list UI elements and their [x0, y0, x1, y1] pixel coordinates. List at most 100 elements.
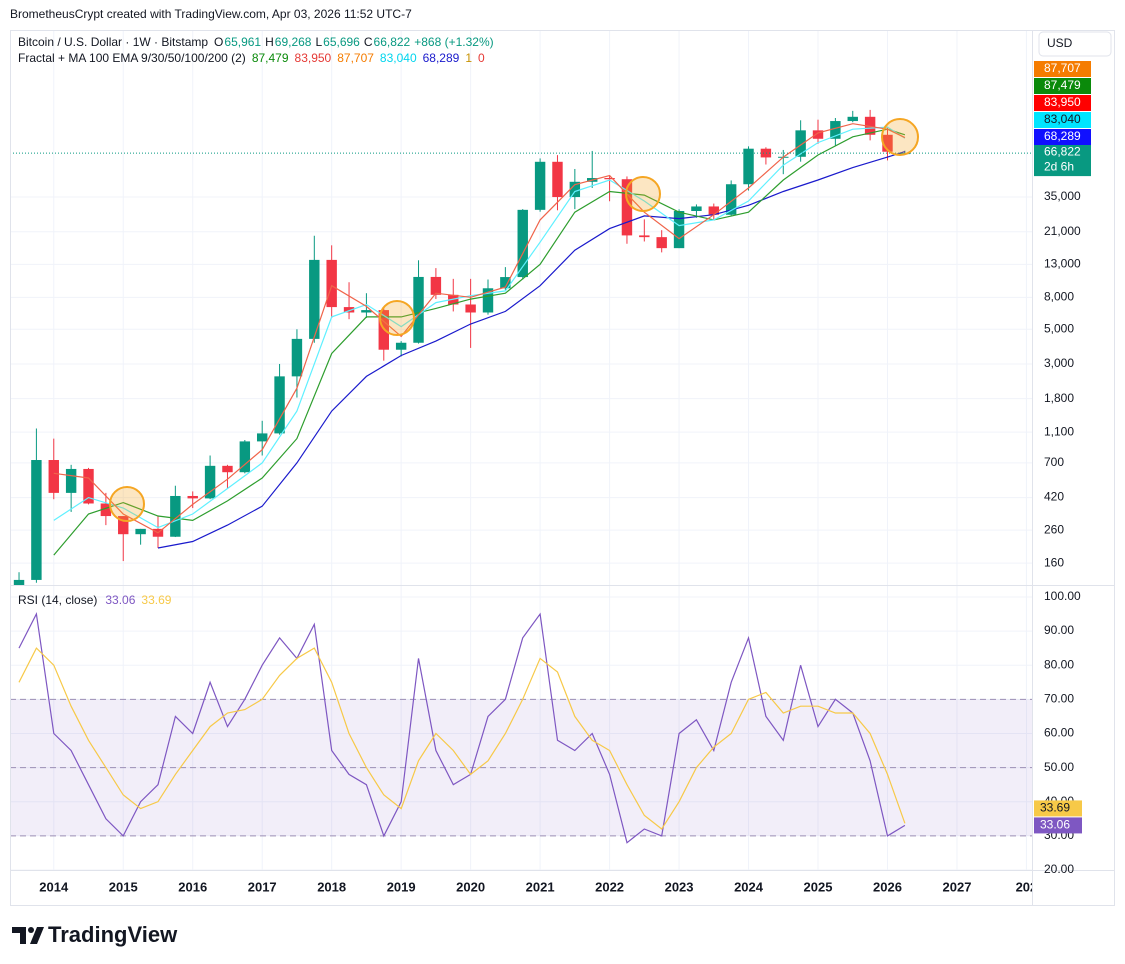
x-tick-label: 2026	[873, 879, 902, 894]
rsi-line	[18, 612, 906, 844]
scale-label-box	[1034, 95, 1091, 111]
candle-body	[430, 276, 442, 295]
currency[interactable]: USD	[1047, 36, 1073, 50]
legend-text: 66,822	[374, 35, 411, 49]
candle-body	[830, 121, 841, 139]
candle-body	[691, 206, 702, 212]
y-tick-label: 21,000	[1044, 224, 1081, 238]
caption: BrometheusCrypt created with TradingView…	[10, 7, 412, 21]
candle-body	[708, 206, 720, 215]
brand-logo	[12, 927, 44, 944]
candle-body	[534, 161, 546, 210]
legend-text: +868 (+1.32%)	[414, 35, 493, 49]
currency-box[interactable]	[1038, 31, 1112, 57]
y-tick-label: 60.00	[1044, 726, 1074, 740]
candle-body	[812, 130, 824, 139]
y-tick-label: 420	[1044, 490, 1064, 504]
scale-label: 68,289	[1044, 129, 1081, 143]
x-tick-label: 2022	[595, 879, 624, 894]
candle-body	[239, 441, 251, 473]
last-price-label: 66,822	[1044, 144, 1081, 158]
scale-label: 33.69	[1040, 801, 1070, 815]
candle-body	[517, 209, 528, 278]
x-tick-label: 2019	[387, 879, 416, 894]
moving-average	[53, 123, 906, 534]
brand-name: TradingView	[48, 922, 178, 947]
countdown-label: 2d 6h	[1044, 159, 1074, 173]
candle-body	[222, 465, 233, 473]
y-tick-label: 13,000	[1044, 257, 1081, 271]
candle-body	[118, 516, 129, 535]
x-tick-label: 2021	[526, 879, 555, 894]
legend-value: 33.06	[105, 593, 135, 607]
legend-text: 65,696	[323, 35, 360, 49]
legend-text: 1	[465, 51, 472, 65]
x-tick-label: 2018	[317, 879, 346, 894]
candle-body	[100, 503, 112, 517]
candle-body	[343, 307, 355, 313]
x-tick-label: 2025	[804, 879, 833, 894]
scale-label: 83,040	[1044, 112, 1081, 126]
moving-average	[53, 126, 906, 529]
candle-body	[48, 460, 59, 493]
legend-text: 69,268	[275, 35, 312, 49]
y-tick-label: 260	[1044, 522, 1064, 536]
frame	[10, 30, 1115, 906]
candle-body	[291, 338, 303, 377]
scale-label-box	[1034, 112, 1091, 128]
candle-body	[135, 528, 146, 535]
candle-body	[569, 181, 581, 198]
y-tick-label: 1,100	[1044, 424, 1074, 438]
highlight-circle	[379, 300, 415, 336]
candle-body	[673, 211, 685, 249]
legend-text: L	[315, 35, 322, 49]
candle-body	[413, 276, 424, 343]
y-tick-label: 20.00	[1044, 862, 1074, 876]
candle-body	[639, 235, 650, 238]
candle-body	[465, 304, 476, 313]
candle-body	[552, 161, 563, 198]
x-tick-label: 2017	[248, 879, 277, 894]
x-tick-label: 2015	[109, 879, 138, 894]
candle-body	[847, 116, 858, 122]
frame-border	[10, 30, 1115, 906]
rsi-plot	[10, 612, 1032, 844]
y-tick-label: 160	[1044, 555, 1064, 569]
candle-body	[500, 277, 511, 289]
candle-body	[395, 342, 407, 350]
legend-value: 33.69	[141, 593, 171, 607]
x-tick-label: 2016	[178, 879, 207, 894]
scale-label-box	[1034, 817, 1082, 834]
legend-text: O	[214, 35, 223, 49]
y-tick-label: 90.00	[1044, 623, 1074, 637]
y-tick-label: 1,800	[1044, 391, 1074, 405]
legend-text: 87,479	[252, 51, 289, 65]
moving-average	[53, 128, 906, 556]
legend-text: C	[364, 35, 373, 49]
x-tick-label: 2024	[734, 879, 764, 894]
candle-body	[621, 179, 633, 236]
legend-text: Fractal + MA 100 EMA 9/30/50/100/200 (2)	[18, 51, 246, 65]
scale-label: 83,950	[1044, 95, 1081, 109]
candle-body	[309, 259, 320, 339]
currency-button[interactable]: USD	[1038, 31, 1112, 57]
x-tick-label: 2014	[39, 879, 69, 894]
annotations	[109, 118, 919, 522]
candle-body	[795, 130, 806, 157]
highlight-circle	[881, 118, 919, 156]
labels: 160 260 420 700 1,100 1,800 3,000 5,000 8,000 13,…	[18, 35, 1091, 876]
y-tick-label: 5,000	[1044, 321, 1074, 335]
candle-body	[482, 288, 494, 313]
y-tick-label: 700	[1044, 455, 1064, 469]
y-tick-label: 100.00	[1044, 589, 1081, 603]
candle-body	[170, 495, 181, 537]
scale-label: 33.06	[1040, 818, 1070, 832]
candle-body	[760, 148, 772, 158]
legend-text: 83,950	[295, 51, 332, 65]
candle-body	[604, 178, 615, 180]
scale-label: 87,479	[1044, 78, 1081, 92]
candle-body	[65, 468, 77, 493]
